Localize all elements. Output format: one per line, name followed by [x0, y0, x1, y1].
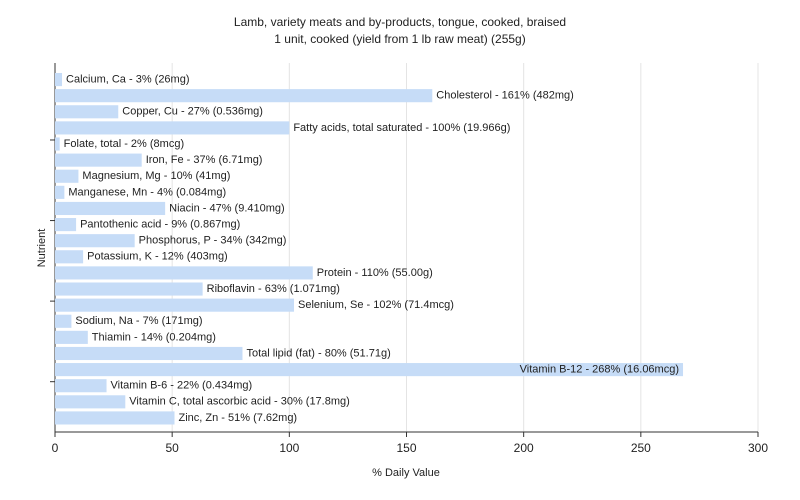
chart-title: Lamb, variety meats and by-products, ton… [234, 15, 566, 29]
bar [55, 250, 84, 264]
value-label: Magnesium, Mg - 10% (41mg) [82, 170, 230, 182]
value-label: Vitamin C, total ascorbic acid - 30% (17… [129, 396, 349, 408]
bar [55, 73, 63, 87]
bar [55, 314, 72, 328]
value-label: Thiamin - 14% (0.204mg) [92, 331, 216, 343]
y-axis-label: Nutrient [36, 229, 48, 268]
value-label: Phosphorus, P - 34% (342mg) [139, 235, 287, 247]
x-tick-label: 250 [631, 441, 651, 455]
value-label: Folate, total - 2% (8mcg) [64, 138, 184, 150]
chart-subtitle: 1 unit, cooked (yield from 1 lb raw meat… [274, 32, 525, 46]
x-tick-label: 50 [165, 441, 179, 455]
bar [55, 121, 290, 135]
value-label: Calcium, Ca - 3% (26mg) [66, 73, 189, 85]
x-tick-label: 100 [279, 441, 299, 455]
x-tick-label: 300 [748, 441, 768, 455]
value-label: Vitamin B-12 - 268% (16.06mcg) [520, 364, 679, 376]
value-label: Riboflavin - 63% (1.071mg) [207, 283, 340, 295]
value-label: Cholesterol - 161% (482mg) [436, 90, 574, 102]
bar [55, 330, 88, 344]
value-label: Fatty acids, total saturated - 100% (19.… [293, 122, 510, 134]
bar [55, 105, 119, 119]
bar [55, 137, 60, 151]
bar [55, 298, 295, 312]
bar [55, 169, 79, 183]
value-label: Iron, Fe - 37% (6.71mg) [146, 154, 263, 166]
bar [55, 395, 126, 409]
bar [55, 218, 77, 232]
bar [55, 282, 203, 296]
bar [55, 363, 684, 377]
value-label: Zinc, Zn - 51% (7.62mg) [179, 412, 298, 424]
value-label: Total lipid (fat) - 80% (51.71g) [246, 347, 390, 359]
value-label: Selenium, Se - 102% (71.4mcg) [298, 299, 454, 311]
value-label: Protein - 110% (55.00g) [317, 267, 433, 279]
x-tick-label: 200 [514, 441, 534, 455]
value-label: Niacin - 47% (9.410mg) [169, 202, 285, 214]
bar [55, 153, 142, 167]
bar [55, 266, 313, 280]
bar [55, 411, 175, 425]
bar [55, 234, 135, 248]
value-label: Manganese, Mn - 4% (0.084mg) [68, 186, 226, 198]
value-label: Pantothenic acid - 9% (0.867mg) [80, 218, 240, 230]
x-tick-label: 0 [52, 441, 59, 455]
bar [55, 379, 107, 393]
x-tick-label: 150 [396, 441, 416, 455]
bar [55, 346, 243, 361]
bar [55, 89, 433, 103]
bar [55, 201, 166, 216]
x-axis-label: % Daily Value [372, 467, 440, 479]
value-label: Vitamin B-6 - 22% (0.434mg) [111, 380, 253, 392]
value-label: Potassium, K - 12% (403mg) [87, 251, 228, 263]
value-label: Sodium, Na - 7% (171mg) [75, 315, 202, 327]
bar [55, 185, 65, 199]
value-label: Copper, Cu - 27% (0.536mg) [122, 106, 263, 118]
